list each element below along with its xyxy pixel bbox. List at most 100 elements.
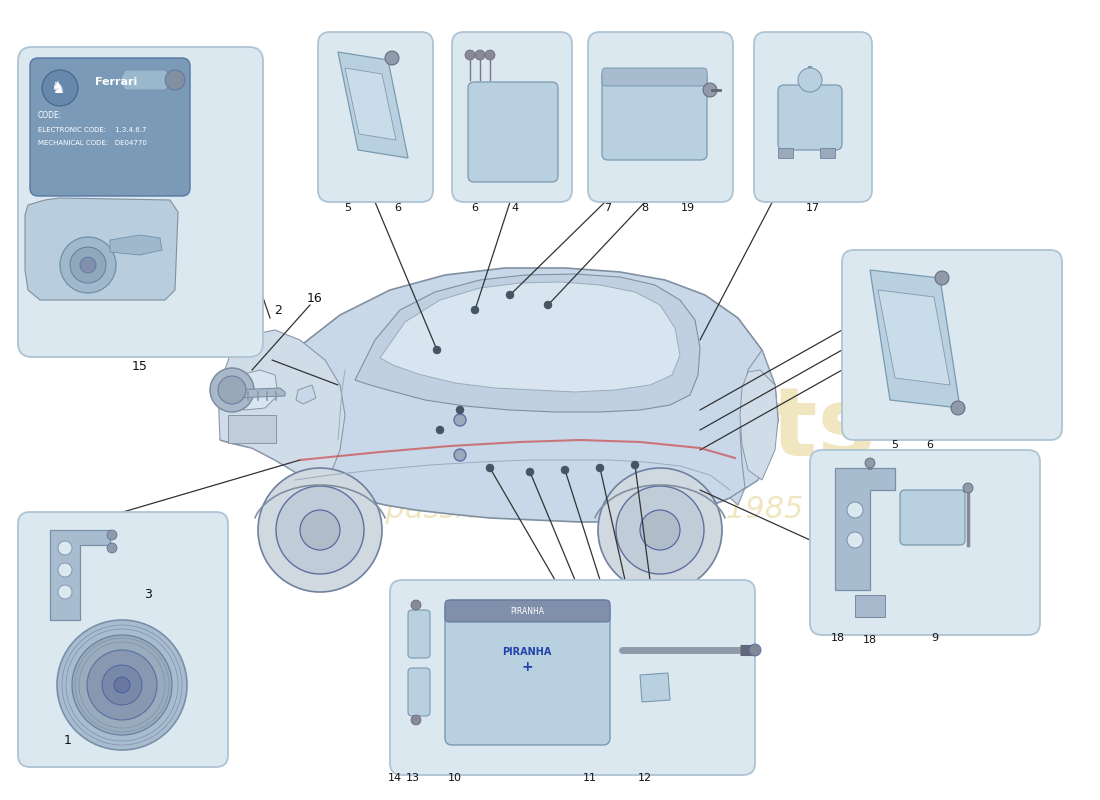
Circle shape	[102, 665, 142, 705]
FancyBboxPatch shape	[318, 32, 433, 202]
Text: ♞: ♞	[51, 79, 65, 97]
FancyBboxPatch shape	[900, 490, 965, 545]
Text: PIRANHA: PIRANHA	[503, 647, 552, 657]
Circle shape	[847, 532, 864, 548]
Text: 12: 12	[638, 773, 652, 783]
Text: Ferrari: Ferrari	[95, 77, 138, 87]
Bar	[228, 415, 276, 443]
Circle shape	[58, 541, 72, 555]
Circle shape	[865, 458, 874, 468]
Circle shape	[640, 510, 680, 550]
Circle shape	[165, 70, 185, 90]
Circle shape	[57, 620, 187, 750]
Circle shape	[58, 585, 72, 599]
Circle shape	[42, 70, 78, 106]
Polygon shape	[640, 673, 670, 702]
Polygon shape	[338, 52, 408, 158]
Text: a passion for cars since 1985: a passion for cars since 1985	[356, 495, 803, 525]
FancyBboxPatch shape	[390, 580, 755, 775]
FancyBboxPatch shape	[18, 512, 228, 767]
Text: EUROparts: EUROparts	[285, 383, 876, 477]
Circle shape	[749, 644, 761, 656]
Circle shape	[70, 247, 106, 283]
Text: PIRANHA: PIRANHA	[510, 606, 544, 615]
Circle shape	[486, 464, 494, 472]
Circle shape	[598, 468, 722, 592]
Circle shape	[210, 368, 254, 412]
Text: 8: 8	[641, 203, 649, 213]
Text: 6: 6	[395, 203, 402, 213]
Text: 10: 10	[448, 773, 462, 783]
Text: 9: 9	[932, 633, 938, 643]
Circle shape	[218, 376, 246, 404]
Bar	[778, 148, 793, 158]
Circle shape	[411, 600, 421, 610]
Circle shape	[276, 486, 364, 574]
Polygon shape	[25, 198, 178, 300]
Circle shape	[465, 50, 475, 60]
Circle shape	[114, 677, 130, 693]
Text: 5: 5	[891, 440, 899, 450]
Text: 6: 6	[472, 203, 478, 213]
Circle shape	[485, 50, 495, 60]
Circle shape	[80, 257, 96, 273]
Text: 5: 5	[344, 203, 352, 213]
Polygon shape	[870, 270, 960, 408]
Circle shape	[87, 650, 157, 720]
Circle shape	[107, 530, 117, 540]
Circle shape	[300, 510, 340, 550]
Circle shape	[952, 401, 965, 415]
Bar	[855, 595, 886, 617]
Circle shape	[258, 468, 382, 592]
Text: 18: 18	[830, 633, 845, 643]
Bar	[820, 148, 835, 158]
Text: CODE:: CODE:	[39, 110, 63, 119]
FancyBboxPatch shape	[778, 85, 842, 150]
Text: 19: 19	[681, 203, 695, 213]
Circle shape	[411, 715, 421, 725]
Polygon shape	[355, 274, 700, 412]
Circle shape	[935, 271, 949, 285]
Text: 1: 1	[64, 734, 72, 746]
Circle shape	[475, 50, 485, 60]
Polygon shape	[379, 282, 680, 392]
Text: 2: 2	[274, 303, 282, 317]
Circle shape	[798, 68, 822, 92]
Circle shape	[471, 306, 478, 314]
Polygon shape	[220, 268, 778, 522]
FancyBboxPatch shape	[30, 58, 190, 196]
Text: 13: 13	[406, 773, 420, 783]
FancyBboxPatch shape	[408, 668, 430, 716]
Text: 7: 7	[604, 203, 612, 213]
Circle shape	[454, 449, 466, 461]
FancyBboxPatch shape	[446, 600, 611, 745]
Polygon shape	[218, 330, 345, 488]
Polygon shape	[296, 385, 316, 404]
FancyBboxPatch shape	[452, 32, 572, 202]
FancyBboxPatch shape	[468, 82, 558, 182]
Text: 14: 14	[388, 773, 403, 783]
Circle shape	[107, 543, 117, 553]
FancyBboxPatch shape	[408, 610, 430, 658]
Polygon shape	[232, 388, 285, 398]
Text: 18: 18	[862, 635, 877, 645]
FancyBboxPatch shape	[446, 600, 611, 622]
FancyBboxPatch shape	[842, 250, 1062, 440]
Circle shape	[526, 468, 534, 476]
Circle shape	[506, 291, 514, 299]
Circle shape	[454, 414, 466, 426]
Circle shape	[596, 464, 604, 472]
Circle shape	[544, 301, 552, 309]
Polygon shape	[120, 70, 175, 90]
Circle shape	[703, 83, 717, 97]
Circle shape	[60, 237, 116, 293]
Circle shape	[561, 466, 569, 474]
Text: 17: 17	[806, 203, 821, 213]
Polygon shape	[740, 370, 778, 480]
Circle shape	[631, 461, 639, 469]
Text: MECHANICAL CODE:   DE04770: MECHANICAL CODE: DE04770	[39, 140, 147, 146]
Text: 15: 15	[132, 361, 147, 374]
Text: +: +	[521, 660, 532, 674]
Polygon shape	[878, 290, 950, 385]
Text: 3: 3	[144, 587, 152, 601]
